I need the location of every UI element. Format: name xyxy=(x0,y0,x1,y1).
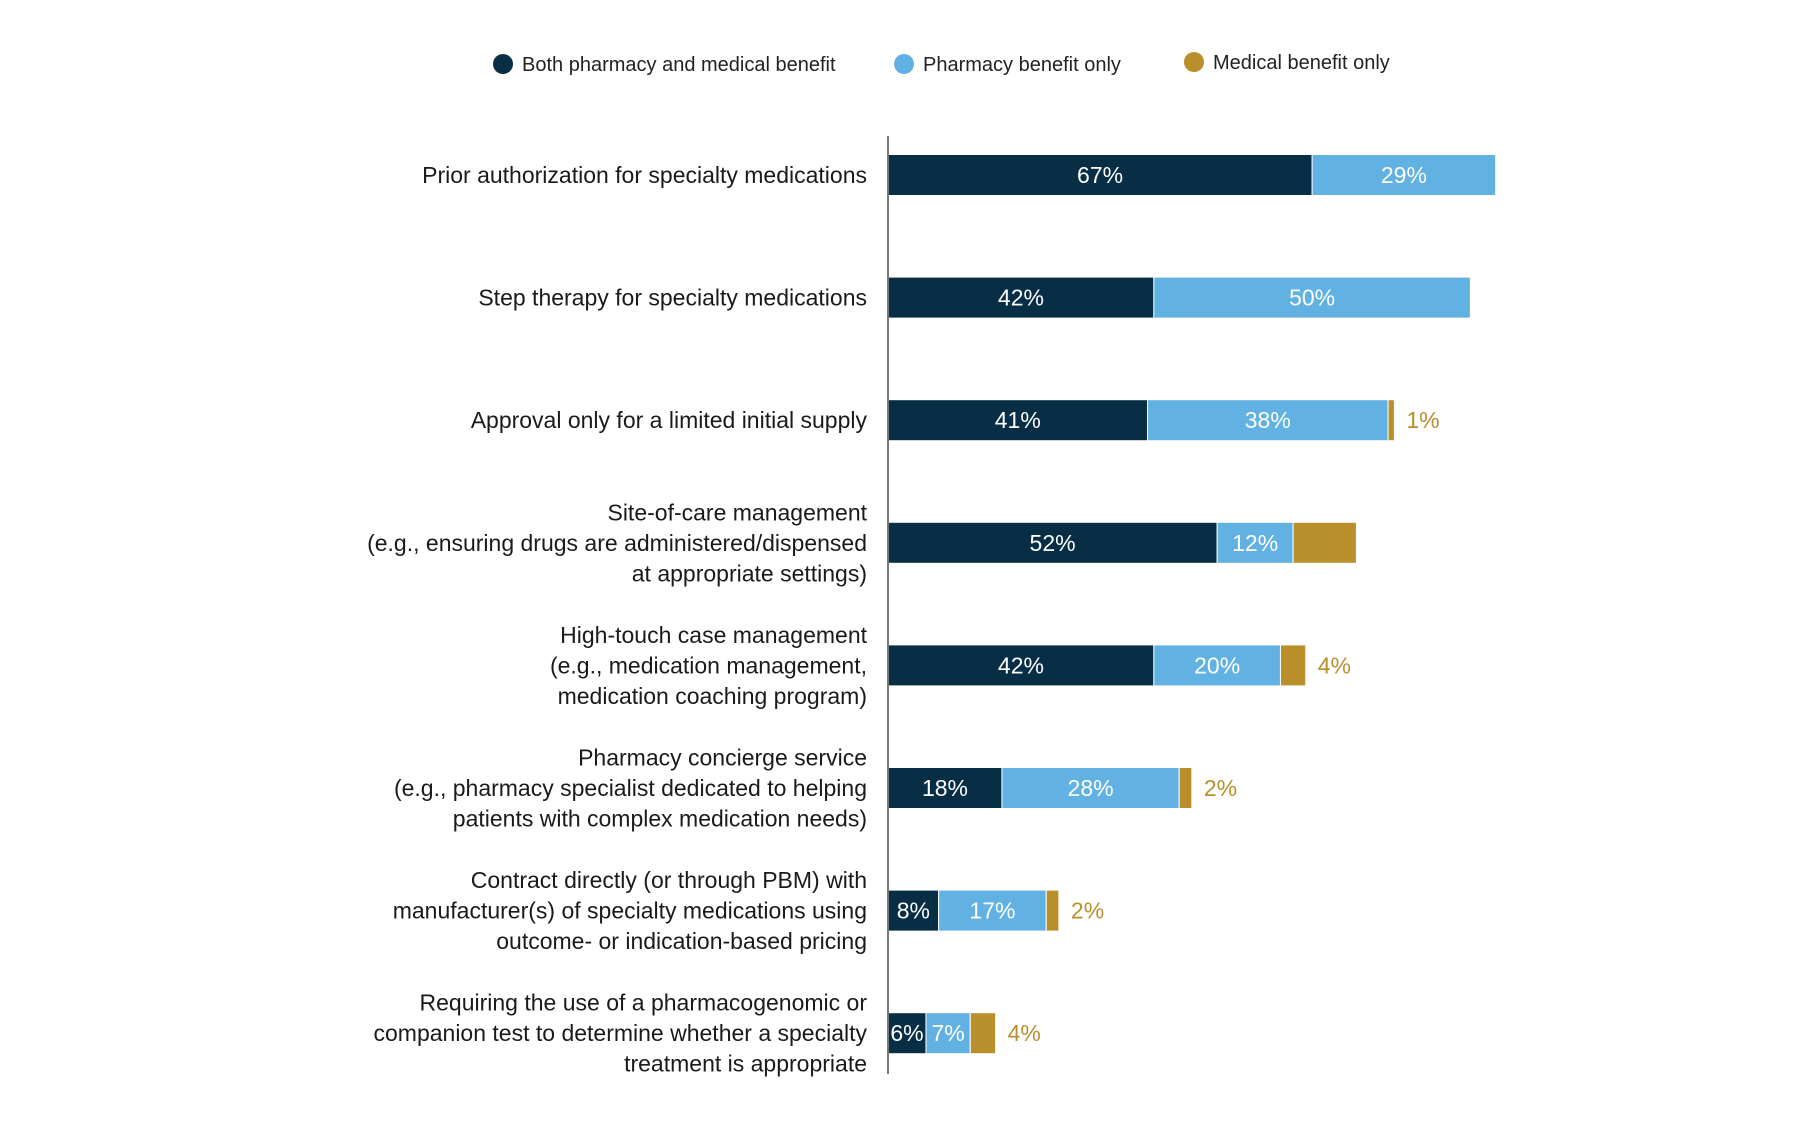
category-label-7: Contract directly (or through PBM) with m… xyxy=(393,867,867,954)
bar-segment-4-2 xyxy=(1216,521,1294,564)
data-label-3-1: 41% xyxy=(995,407,1041,433)
category-label-5: High-touch case management (e.g., medicat… xyxy=(550,622,868,709)
data-label-3-2: 38% xyxy=(1245,407,1291,433)
category-label-2: Step therapy for specialty medications xyxy=(478,285,867,311)
bar-segment-3-1 xyxy=(887,399,1149,442)
data-label-5-3: 4% xyxy=(1318,652,1351,678)
category-label-6: Pharmacy concierge service (e.g., pharmac… xyxy=(394,745,867,832)
data-label-4-3: 10% xyxy=(1302,530,1348,556)
category-label-1: Prior authorization for specialty medica… xyxy=(422,162,867,188)
bar-segment-6-2 xyxy=(1001,767,1180,809)
bars: 67% 29% 42% 50% 41% 38% 1% 52% 12% 10% 42% 20% 4% 18%… xyxy=(887,154,1497,1055)
bar-segment-8-2 xyxy=(925,1012,971,1055)
bar-segment-7-1 xyxy=(887,889,940,932)
data-label-6-2: 28% xyxy=(1068,775,1114,801)
data-label-8-3: 4% xyxy=(1008,1020,1041,1046)
bar-segment-7-3 xyxy=(1045,889,1060,932)
data-label-6-3: 2% xyxy=(1204,775,1237,801)
data-label-5-2: 20% xyxy=(1194,652,1240,678)
bar-segment-5-3 xyxy=(1279,644,1307,687)
bar-segment-1-1 xyxy=(887,154,1313,196)
bar-segment-2-1 xyxy=(887,276,1155,319)
bar-segment-2-2 xyxy=(1153,276,1471,319)
bar-segment-3-2 xyxy=(1147,399,1389,442)
data-label-6-1: 18% xyxy=(922,775,968,801)
data-label-7-1: 8% xyxy=(897,898,930,924)
data-label-5-1: 42% xyxy=(998,652,1044,678)
data-label-1-1: 67% xyxy=(1077,162,1123,188)
bar-segment-4-3 xyxy=(1292,521,1357,564)
bar-segment-4-1 xyxy=(887,521,1218,564)
legend-label-1: Both pharmacy and medical benefit xyxy=(522,54,836,76)
bar-segment-6-3 xyxy=(1178,767,1193,809)
legend-label-2: Pharmacy benefit only xyxy=(923,54,1121,76)
category-label-8: Requiring the use of a pharmacogenomic o… xyxy=(374,990,868,1077)
legend: Both pharmacy and medical benefit Pharmac… xyxy=(493,52,1390,76)
bar-segment-3-3 xyxy=(1387,399,1395,442)
legend-marker-2 xyxy=(894,54,914,74)
data-label-4-1: 52% xyxy=(1030,530,1076,556)
legend-marker-1 xyxy=(493,54,513,74)
data-label-7-2: 17% xyxy=(969,898,1015,924)
category-labels: Prior authorization for specialty medica… xyxy=(367,162,868,1077)
bar-segment-6-1 xyxy=(887,767,1003,809)
data-label-2-2: 50% xyxy=(1289,285,1335,311)
legend-marker-3 xyxy=(1184,52,1204,72)
category-label-3: Approval only for a limited initial supp… xyxy=(471,407,868,433)
data-label-7-3: 2% xyxy=(1071,898,1104,924)
category-label-4: Site-of-care management (e.g., ensuring d… xyxy=(367,499,868,586)
data-label-2-1: 42% xyxy=(998,285,1044,311)
bar-segment-8-3 xyxy=(969,1012,997,1055)
bar-segment-1-2 xyxy=(1311,154,1497,196)
data-label-4-2: 12% xyxy=(1232,530,1278,556)
bar-segment-5-1 xyxy=(887,644,1155,687)
data-label-8-1: 6% xyxy=(890,1020,923,1046)
legend-label-3: Medical benefit only xyxy=(1213,52,1390,74)
data-label-8-2: 7% xyxy=(932,1020,965,1046)
data-label-3-3: 1% xyxy=(1406,407,1439,433)
data-label-1-2: 29% xyxy=(1381,162,1427,188)
